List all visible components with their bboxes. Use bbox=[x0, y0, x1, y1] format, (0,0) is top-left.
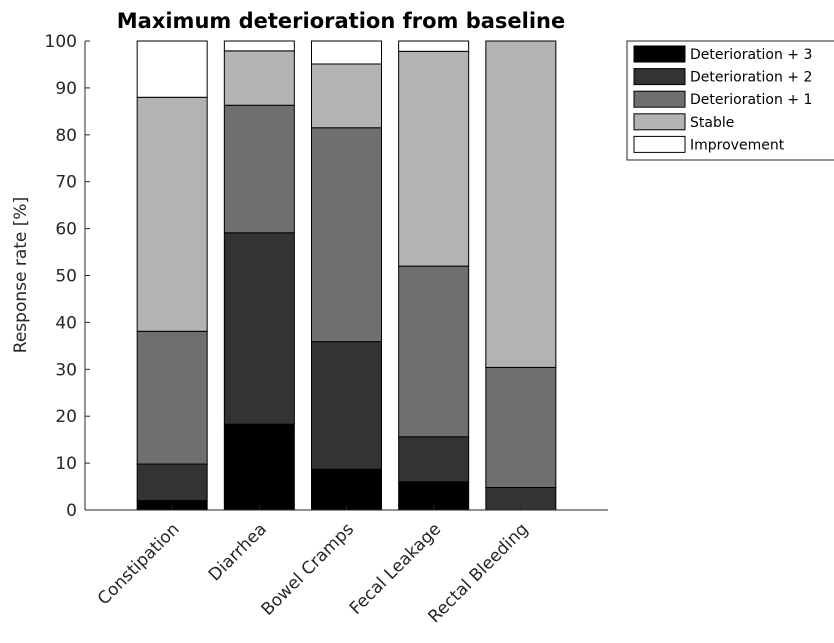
bar-segment-constipation-3 bbox=[136, 96, 208, 332]
y-tick-label: 10 bbox=[55, 454, 77, 474]
y-tick-label: 60 bbox=[55, 220, 77, 240]
bar-segment-diarrhea-1 bbox=[223, 232, 295, 425]
x-tick-label: Bowel Cramps bbox=[258, 519, 359, 620]
legend-swatch bbox=[633, 113, 686, 131]
legend-swatch bbox=[633, 45, 686, 63]
legend-entry-label: Improvement bbox=[690, 137, 785, 153]
x-tick-label: Constipation bbox=[94, 519, 184, 609]
y-tick-label: 90 bbox=[55, 79, 77, 99]
bar-segment-diarrhea-0 bbox=[223, 423, 295, 511]
chart-title: Maximum deterioration from baseline bbox=[117, 9, 565, 33]
bar-segment-fecal-leakage-1 bbox=[398, 436, 470, 483]
y-tick-label: 50 bbox=[55, 267, 77, 287]
y-tick-label: 20 bbox=[55, 407, 77, 427]
bar-segment-bowel-cramps-2 bbox=[311, 127, 382, 343]
legend-entry-label: Deterioration + 2 bbox=[690, 70, 812, 86]
y-tick-label: 40 bbox=[55, 313, 77, 333]
bar-segment-bowel-cramps-0 bbox=[311, 468, 382, 511]
y-tick-label: 0 bbox=[66, 501, 77, 521]
bar-segment-fecal-leakage-4 bbox=[398, 40, 470, 52]
y-tick-label: 80 bbox=[55, 126, 77, 146]
y-tick-label: 70 bbox=[55, 173, 77, 193]
bar-segment-constipation-1 bbox=[136, 463, 208, 502]
legend-swatch bbox=[633, 68, 686, 86]
bar-segment-bowel-cramps-4 bbox=[311, 40, 382, 65]
y-tick-label: 30 bbox=[55, 360, 77, 380]
bar-segment-diarrhea-4 bbox=[223, 40, 295, 52]
legend-swatch bbox=[633, 90, 686, 108]
legend-entry-label: Deterioration + 1 bbox=[690, 92, 812, 108]
bar-segment-rectal-bleeding-2 bbox=[485, 366, 557, 488]
bar-segment-diarrhea-2 bbox=[223, 104, 295, 234]
bar-segment-diarrhea-3 bbox=[223, 50, 295, 106]
bar-segment-bowel-cramps-3 bbox=[311, 63, 382, 129]
y-axis-label: Response rate [%] bbox=[11, 197, 31, 353]
bar-segment-fecal-leakage-2 bbox=[398, 265, 470, 438]
legend-entry-label: Stable bbox=[690, 115, 734, 131]
legend-entry-label: Deterioration + 3 bbox=[690, 47, 812, 63]
x-tick-label: Diarrhea bbox=[205, 519, 271, 585]
legend: Deterioration + 3 Deterioration + 2 Deteri… bbox=[626, 40, 834, 161]
bar-segment-bowel-cramps-1 bbox=[311, 341, 382, 470]
bar-segment-fecal-leakage-3 bbox=[398, 50, 470, 267]
y-tick-label: 100 bbox=[45, 32, 77, 52]
bars-layer bbox=[136, 40, 557, 511]
x-tick-label: Fecal Leakage bbox=[346, 519, 445, 618]
bar-segment-rectal-bleeding-3 bbox=[485, 40, 557, 368]
bar-segment-constipation-4 bbox=[136, 40, 208, 98]
bar-segment-constipation-2 bbox=[136, 330, 208, 465]
legend-swatch bbox=[633, 135, 686, 153]
